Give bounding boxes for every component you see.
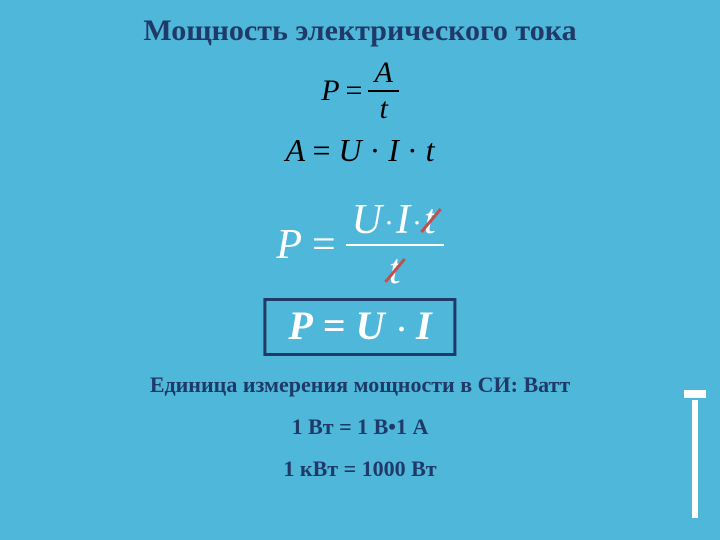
- equation-p-equals-uit-over-t: Р = U·I·t t: [0, 196, 720, 294]
- eq2-t: t: [426, 132, 435, 168]
- unit-line-2: 1 Вт = 1 В•1 А: [0, 414, 720, 440]
- boxed-equation-p-equals-ui: Р = U · I: [263, 298, 456, 356]
- eq3-fraction: U·I·t t: [346, 196, 444, 294]
- eq1-num: A: [368, 56, 398, 90]
- eq1-den: t: [368, 90, 398, 126]
- eq3-i: I: [396, 197, 412, 243]
- boxed-u: U: [356, 303, 385, 348]
- eq3-num-t-wrap: t: [424, 196, 438, 244]
- eq3-u: U: [352, 197, 384, 243]
- equation-a-equals-uit: A = U · I · t: [0, 132, 720, 169]
- unit-line-3: 1 кВт = 1000 Вт: [0, 456, 720, 482]
- eq3-lhs: Р: [276, 221, 302, 269]
- eq3-dot1: ·: [384, 206, 396, 239]
- equation-p-equals-a-over-t: P = A t: [0, 56, 720, 126]
- eq3-num: U·I·t: [346, 196, 444, 244]
- boxed-eq: =: [323, 303, 356, 348]
- eq2-i: I: [388, 132, 399, 168]
- boxed-i: I: [416, 303, 432, 348]
- boxed-dot: ·: [395, 313, 417, 346]
- eq2-dot2: ·: [407, 132, 426, 168]
- eq3-dot2: ·: [412, 206, 424, 239]
- eq2-lhs: A: [286, 132, 305, 168]
- eq1-lhs: P: [321, 74, 339, 108]
- slide: Мощность электрического тока P = A t A =…: [0, 0, 720, 540]
- eq2-dot1: ·: [370, 132, 389, 168]
- eq3-den-t-wrap: t: [389, 246, 401, 294]
- eq1-eq: =: [346, 74, 363, 108]
- eq3-eq: =: [312, 221, 336, 269]
- boxed-lhs: Р: [288, 303, 312, 348]
- eq2-u: U: [339, 132, 362, 168]
- eq2-eq: =: [312, 132, 338, 168]
- slide-title: Мощность электрического тока: [0, 14, 720, 48]
- unit-line-1: Единица измерения мощности в СИ: Ватт: [0, 372, 720, 398]
- eq1-fraction: A t: [368, 56, 398, 126]
- eq3-den: t: [346, 244, 444, 294]
